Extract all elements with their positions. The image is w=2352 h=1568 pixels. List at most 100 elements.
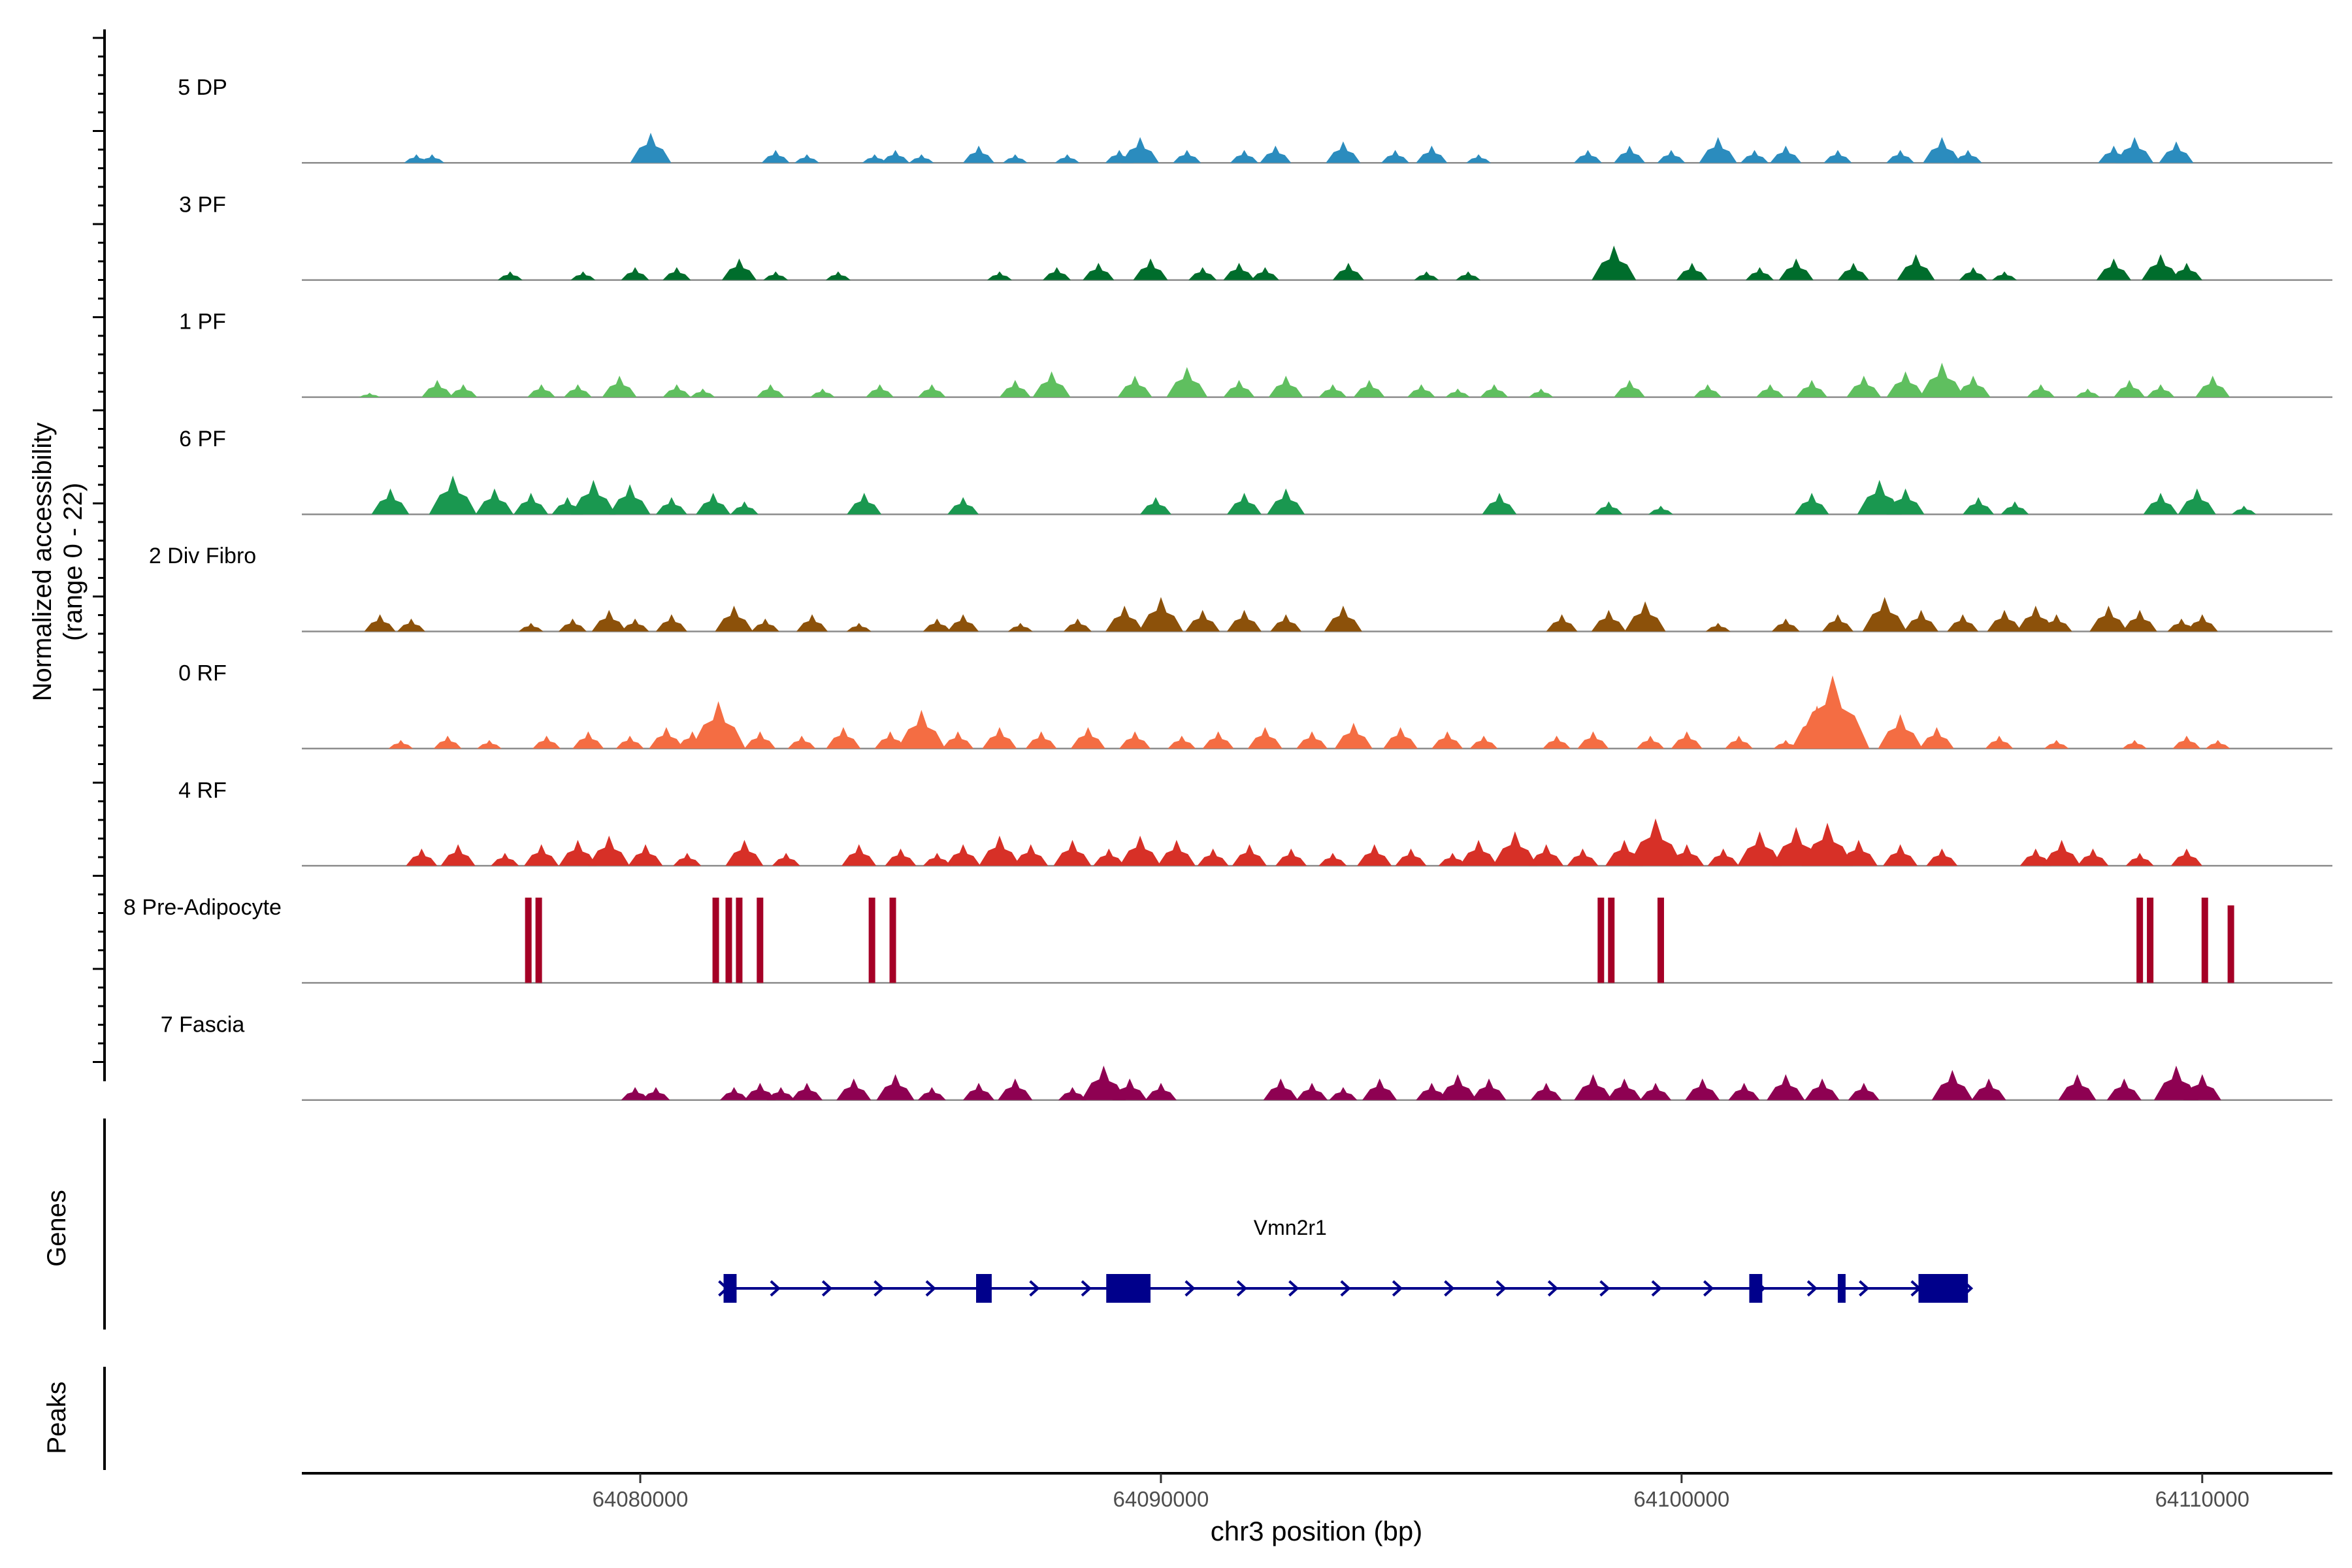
coverage-peak bbox=[419, 154, 445, 163]
coverage-peak bbox=[1971, 1078, 2006, 1100]
coverage-peak bbox=[1318, 853, 1347, 866]
coverage-peak bbox=[1460, 840, 1498, 866]
coverage-peak bbox=[1357, 844, 1392, 866]
x-tick-label: 64100000 bbox=[1633, 1487, 1729, 1511]
strand-chevron bbox=[770, 1280, 781, 1297]
coverage-peak bbox=[559, 840, 597, 866]
coverage-peak bbox=[642, 1086, 670, 1100]
coverage-peak bbox=[836, 1078, 872, 1100]
coverage-peak bbox=[2096, 258, 2131, 280]
coverage-peak bbox=[1857, 480, 1902, 515]
coverage-peak bbox=[440, 844, 476, 866]
coverage-peak bbox=[1837, 263, 1869, 280]
track-0-rf: 0 RF bbox=[178, 661, 2332, 750]
coverage-peak bbox=[847, 493, 882, 515]
coverage-peak bbox=[535, 897, 542, 983]
coverage-peak bbox=[2089, 605, 2128, 632]
coverage-peak bbox=[2114, 380, 2146, 397]
coverage-peak bbox=[1250, 267, 1279, 280]
x-tick-label: 64090000 bbox=[1113, 1487, 1209, 1511]
coverage-peak bbox=[2183, 1074, 2221, 1100]
coverage-peak bbox=[1756, 384, 1784, 397]
track-6-pf: 6 PF bbox=[179, 427, 2332, 515]
coverage-peak bbox=[712, 897, 719, 983]
coverage-peak bbox=[763, 271, 789, 280]
coverage-peak bbox=[736, 897, 743, 983]
coverage-peak bbox=[2143, 493, 2178, 515]
coverage-peak bbox=[1528, 388, 1554, 397]
coverage-peak bbox=[1770, 145, 1802, 163]
coverage-peak bbox=[2077, 848, 2109, 866]
coverage-peak bbox=[1728, 1083, 1760, 1100]
coverage-peak bbox=[885, 848, 917, 866]
strand-chevron bbox=[1859, 1280, 1870, 1297]
track-label: 3 PF bbox=[179, 192, 226, 217]
x-tick-label: 64080000 bbox=[593, 1487, 689, 1511]
coverage-peak bbox=[570, 271, 596, 280]
coverage-peak bbox=[1985, 736, 2014, 749]
coverage-peak bbox=[1795, 675, 1870, 749]
coverage-peak bbox=[999, 380, 1031, 397]
track-label: 2 Div Fibro bbox=[149, 544, 256, 568]
coverage-peak bbox=[825, 271, 851, 280]
coverage-peak bbox=[809, 388, 835, 397]
coverage-peak bbox=[757, 897, 764, 983]
coverage-peak bbox=[963, 1083, 994, 1100]
coverage-peak bbox=[1482, 493, 1517, 515]
coverage-peak bbox=[2044, 740, 2069, 749]
coverage-peak bbox=[1878, 714, 1923, 749]
x-axis-title: chr3 position (bp) bbox=[1211, 1516, 1423, 1546]
coverage-peak bbox=[1058, 1086, 1086, 1100]
coverage-peak bbox=[1007, 623, 1033, 632]
coverage-peak bbox=[1053, 840, 1092, 866]
coverage-peak bbox=[2122, 610, 2157, 632]
coverage-peak bbox=[572, 731, 604, 749]
coverage-peak bbox=[1594, 501, 1623, 515]
strand-chevron bbox=[1495, 1280, 1507, 1297]
coverage-tracks: 5 DP 3 PF 1 PF 6 PF 2 Div Fibro 0 RF 4 RF 8 Pre… bbox=[123, 75, 2332, 1101]
coverage-peak bbox=[1577, 731, 1609, 749]
coverage-peak bbox=[1886, 150, 1915, 163]
gene-track: Vmn2r1 bbox=[718, 1216, 1974, 1303]
coverage-peak bbox=[2136, 897, 2144, 983]
left-axes bbox=[93, 29, 106, 1470]
coverage-peak bbox=[982, 727, 1017, 749]
coverage-peak bbox=[719, 1086, 748, 1100]
strand-chevron bbox=[821, 1280, 833, 1297]
gene-exon bbox=[1918, 1274, 1968, 1303]
coverage-peak bbox=[690, 388, 715, 397]
coverage-peak bbox=[1883, 844, 1918, 866]
coverage-peak bbox=[947, 614, 979, 632]
coverage-peak bbox=[2186, 614, 2218, 632]
coverage-peak bbox=[2231, 506, 2257, 515]
y-axis-title-line2: (range 0 - 22) bbox=[59, 483, 88, 641]
coverage-peak bbox=[514, 493, 549, 515]
coverage-peak bbox=[874, 731, 906, 749]
coverage-peak bbox=[1353, 380, 1385, 397]
coverage-peak bbox=[1745, 267, 1774, 280]
coverage-peak bbox=[1230, 150, 1258, 163]
coverage-peak bbox=[1334, 723, 1373, 749]
coverage-peak bbox=[1232, 844, 1267, 866]
coverage-peak bbox=[1296, 1083, 1328, 1100]
coverage-peak bbox=[696, 493, 731, 515]
strand-chevron bbox=[1029, 1280, 1040, 1297]
coverage-peak bbox=[497, 271, 523, 280]
coverage-peak bbox=[1121, 137, 1160, 163]
coverage-peak bbox=[1778, 258, 1814, 280]
coverage-peak bbox=[787, 736, 816, 749]
coverage-peak bbox=[2016, 605, 2055, 632]
strand-chevron bbox=[1444, 1280, 1455, 1297]
coverage-peak bbox=[1529, 844, 1564, 866]
coverage-peak bbox=[881, 150, 909, 163]
coverage-peak bbox=[1416, 145, 1448, 163]
coverage-peak bbox=[628, 844, 663, 866]
coverage-peak bbox=[866, 384, 894, 397]
coverage-peak bbox=[527, 384, 556, 397]
coverage-peak bbox=[655, 497, 687, 515]
strand-chevron bbox=[1184, 1280, 1196, 1297]
coverage-peak bbox=[1081, 1065, 1126, 1100]
coverage-peak bbox=[1226, 610, 1262, 632]
coverage-peak bbox=[1740, 150, 1769, 163]
coverage-peak bbox=[630, 133, 672, 163]
